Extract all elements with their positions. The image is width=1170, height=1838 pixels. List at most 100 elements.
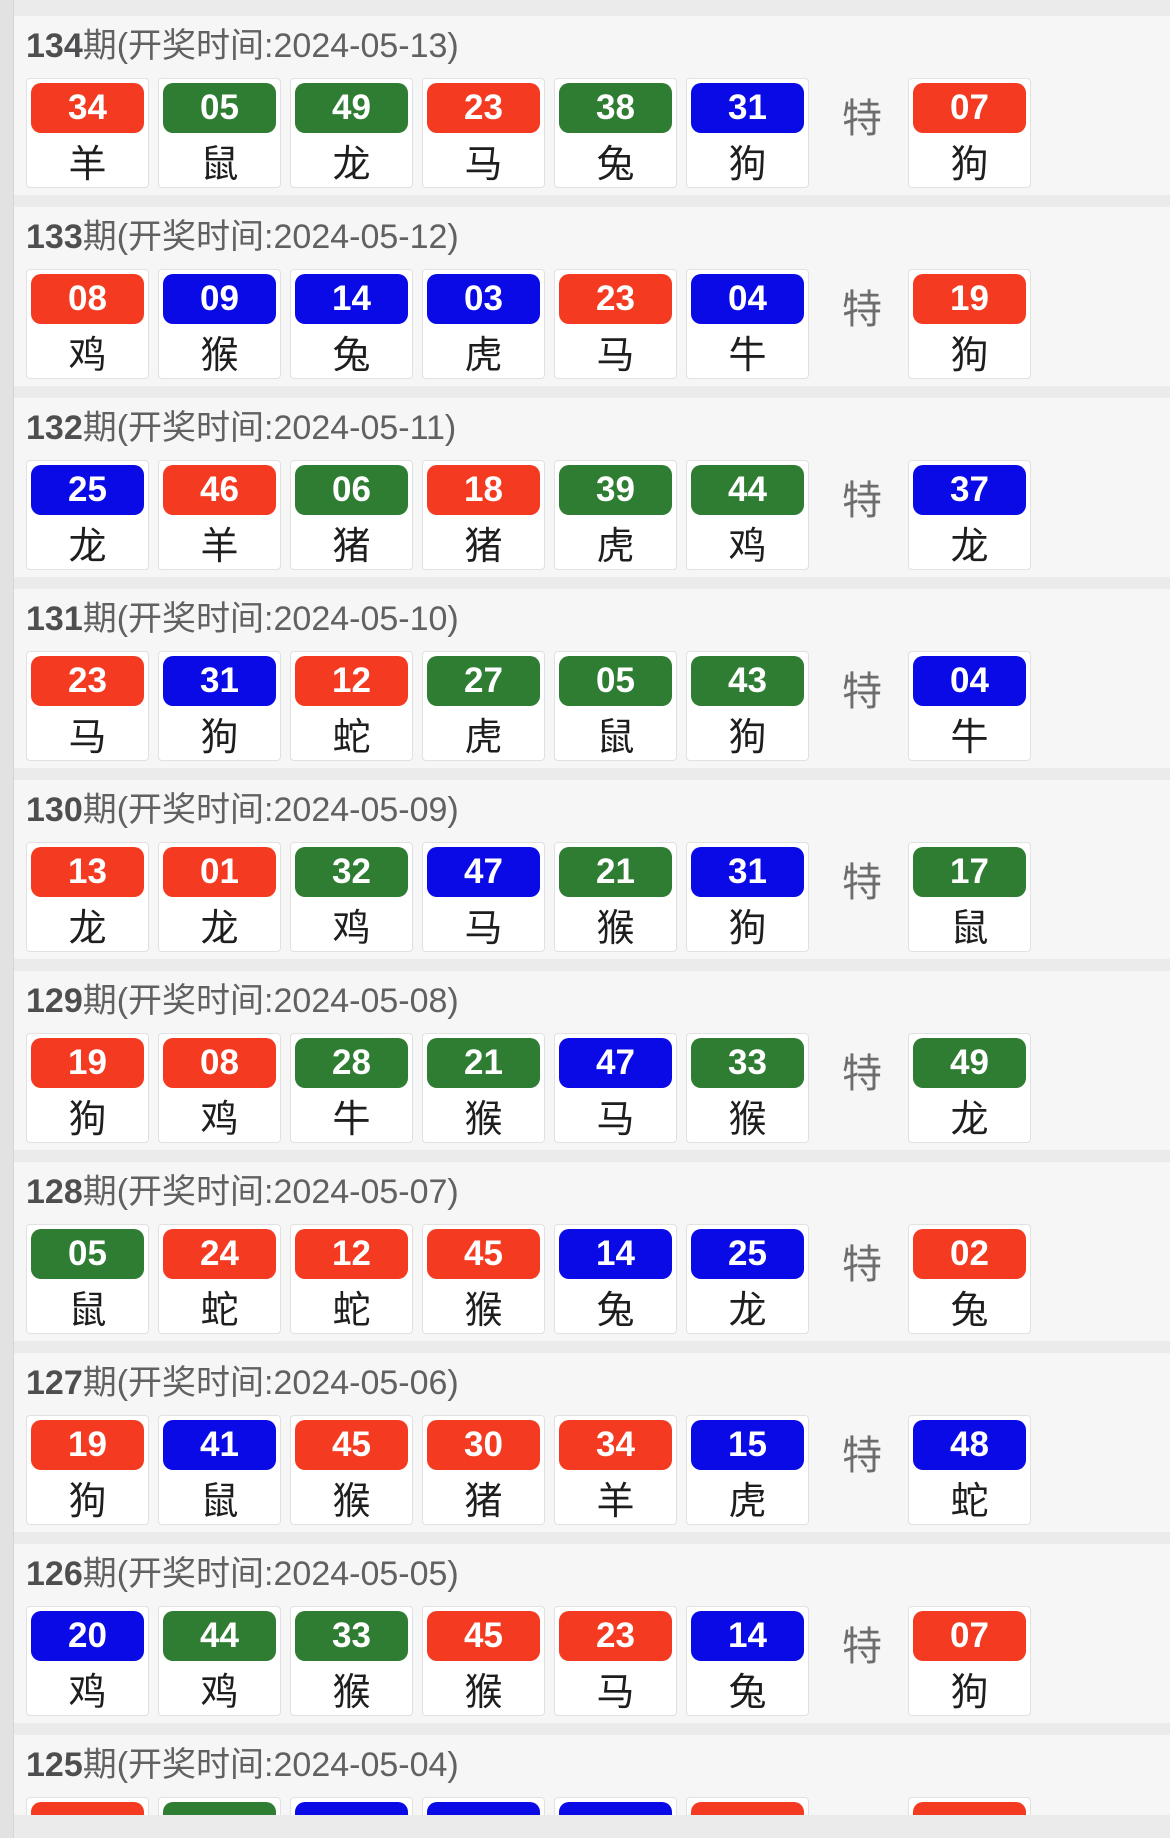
ball-cell: 33 猴 <box>290 1606 413 1716</box>
ball-zodiac-label: 猴 <box>596 907 635 950</box>
balls-row: 13 龙 01 龙 32 鸡 47 马 21 猴 31 狗 特 17 鼠 <box>26 842 1160 952</box>
ball-cell: 34 羊 <box>26 78 149 188</box>
ball-cell: 43 狗 <box>686 651 809 761</box>
ball-number-badge: 14 <box>295 274 408 324</box>
draw-header: 129期(开奖时间:2024-05-08) <box>26 979 1160 1023</box>
draws-list: 134期(开奖时间:2024-05-13) 34 羊 05 鼠 49 龙 23 … <box>14 16 1170 1815</box>
draw-header: 133期(开奖时间:2024-05-12) <box>26 215 1160 259</box>
ball-number-badge: 28 <box>295 1038 408 1088</box>
ball-number-badge: 33 <box>691 1038 804 1088</box>
ball-zodiac-label: 蛇 <box>950 1480 989 1523</box>
ball-zodiac-label: 狗 <box>68 1480 107 1523</box>
ball-cell: 47 马 <box>422 842 545 952</box>
draw-issue-number: 134 <box>26 27 83 65</box>
draw-header: 130期(开奖时间:2024-05-09) <box>26 788 1160 832</box>
ball-number-badge: 32 <box>295 847 408 897</box>
ball-number-badge <box>31 1802 144 1815</box>
ball-zodiac-label: 蛇 <box>332 716 371 759</box>
special-number-label: 特 <box>842 97 882 141</box>
special-ball-cell <box>908 1797 1031 1815</box>
ball-cell: 39 虎 <box>554 460 677 570</box>
special-number-label: 特 <box>842 1434 882 1478</box>
ball-number-badge: 05 <box>31 1229 144 1279</box>
balls-row: 23 马 31 狗 12 蛇 27 虎 05 鼠 43 狗 特 04 牛 <box>26 651 1160 761</box>
ball-zodiac-label: 龙 <box>728 1289 767 1332</box>
ball-zodiac-label: 猪 <box>464 525 503 568</box>
ball-zodiac-label: 鼠 <box>950 907 989 950</box>
ball-number-badge: 19 <box>31 1038 144 1088</box>
draw-title-text: 期(开奖时间:2024-05-04) <box>82 1746 459 1784</box>
ball-cell: 32 鸡 <box>290 842 413 952</box>
ball-number-badge: 25 <box>31 465 144 515</box>
ball-cell: 12 蛇 <box>290 651 413 761</box>
draw-section: 128期(开奖时间:2024-05-07) 05 鼠 24 蛇 12 蛇 45 … <box>14 1162 1170 1341</box>
ball-cell <box>290 1797 413 1815</box>
ball-cell: 28 牛 <box>290 1033 413 1143</box>
draw-title-text: 期(开奖时间:2024-05-05) <box>82 1555 459 1593</box>
draw-title-text: 期(开奖时间:2024-05-08) <box>82 982 459 1020</box>
draw-section: 132期(开奖时间:2024-05-11) 25 龙 46 羊 06 猪 18 … <box>14 398 1170 577</box>
ball-cell: 14 兔 <box>554 1224 677 1334</box>
ball-cell: 06 猪 <box>290 460 413 570</box>
ball-zodiac-label: 虎 <box>464 716 503 759</box>
special-ball-cell: 37 龙 <box>908 460 1031 570</box>
special-number-label: 特 <box>842 1625 882 1669</box>
draw-header: 132期(开奖时间:2024-05-11) <box>26 406 1160 450</box>
ball-zodiac-label: 鼠 <box>68 1289 107 1332</box>
ball-zodiac-label: 鼠 <box>200 1480 239 1523</box>
ball-number-badge: 07 <box>913 83 1026 133</box>
special-ball-cell: 04 牛 <box>908 651 1031 761</box>
ball-cell: 03 虎 <box>422 269 545 379</box>
balls-row: 05 鼠 24 蛇 12 蛇 45 猴 14 兔 25 龙 特 02 兔 <box>26 1224 1160 1334</box>
ball-number-badge: 34 <box>31 83 144 133</box>
ball-number-badge <box>691 1802 804 1815</box>
draw-issue-number: 127 <box>26 1364 83 1402</box>
ball-number-badge: 44 <box>163 1611 276 1661</box>
draw-section: 134期(开奖时间:2024-05-13) 34 羊 05 鼠 49 龙 23 … <box>14 16 1170 195</box>
ball-cell: 41 鼠 <box>158 1415 281 1525</box>
special-number-label: 特 <box>842 861 882 905</box>
ball-number-badge: 48 <box>913 1420 1026 1470</box>
ball-number-badge: 37 <box>913 465 1026 515</box>
ball-zodiac-label: 狗 <box>950 1671 989 1714</box>
ball-number-badge: 24 <box>163 1229 276 1279</box>
ball-cell: 19 狗 <box>26 1033 149 1143</box>
ball-cell: 30 猪 <box>422 1415 545 1525</box>
ball-cell: 18 猪 <box>422 460 545 570</box>
ball-zodiac-label: 蛇 <box>332 1289 371 1332</box>
ball-cell: 13 龙 <box>26 842 149 952</box>
balls-row: 19 狗 41 鼠 45 猴 30 猪 34 羊 15 虎 特 48 蛇 <box>26 1415 1160 1525</box>
draw-title-text: 期(开奖时间:2024-05-09) <box>82 791 459 829</box>
ball-number-badge: 49 <box>295 83 408 133</box>
ball-cell: 45 猴 <box>422 1606 545 1716</box>
ball-zodiac-label: 龙 <box>950 525 989 568</box>
ball-number-badge: 21 <box>427 1038 540 1088</box>
page-left-gutter <box>0 0 14 1838</box>
draw-issue-number: 128 <box>26 1173 83 1211</box>
draw-header: 134期(开奖时间:2024-05-13) <box>26 24 1160 68</box>
ball-zodiac-label: 马 <box>596 1098 635 1141</box>
draw-issue-number: 133 <box>26 218 83 256</box>
ball-zodiac-label: 猴 <box>332 1671 371 1714</box>
ball-cell: 14 兔 <box>290 269 413 379</box>
ball-number-badge: 23 <box>559 274 672 324</box>
ball-zodiac-label: 羊 <box>200 525 239 568</box>
ball-zodiac-label: 猪 <box>464 1480 503 1523</box>
ball-cell: 01 龙 <box>158 842 281 952</box>
ball-number-badge <box>295 1802 408 1815</box>
ball-number-badge: 27 <box>427 656 540 706</box>
special-number-label: 特 <box>842 288 882 332</box>
ball-zodiac-label: 马 <box>464 143 503 186</box>
ball-zodiac-label: 鸡 <box>68 334 107 377</box>
draw-issue-number: 130 <box>26 791 83 829</box>
ball-zodiac-label: 鸡 <box>200 1098 239 1141</box>
ball-number-badge: 31 <box>163 656 276 706</box>
ball-zodiac-label: 马 <box>596 334 635 377</box>
ball-zodiac-label: 兔 <box>596 143 635 186</box>
draw-title-text: 期(开奖时间:2024-05-11) <box>82 409 457 447</box>
ball-cell: 24 蛇 <box>158 1224 281 1334</box>
ball-cell: 20 鸡 <box>26 1606 149 1716</box>
ball-zodiac-label: 马 <box>464 907 503 950</box>
ball-cell: 23 马 <box>554 1606 677 1716</box>
ball-cell: 05 鼠 <box>158 78 281 188</box>
